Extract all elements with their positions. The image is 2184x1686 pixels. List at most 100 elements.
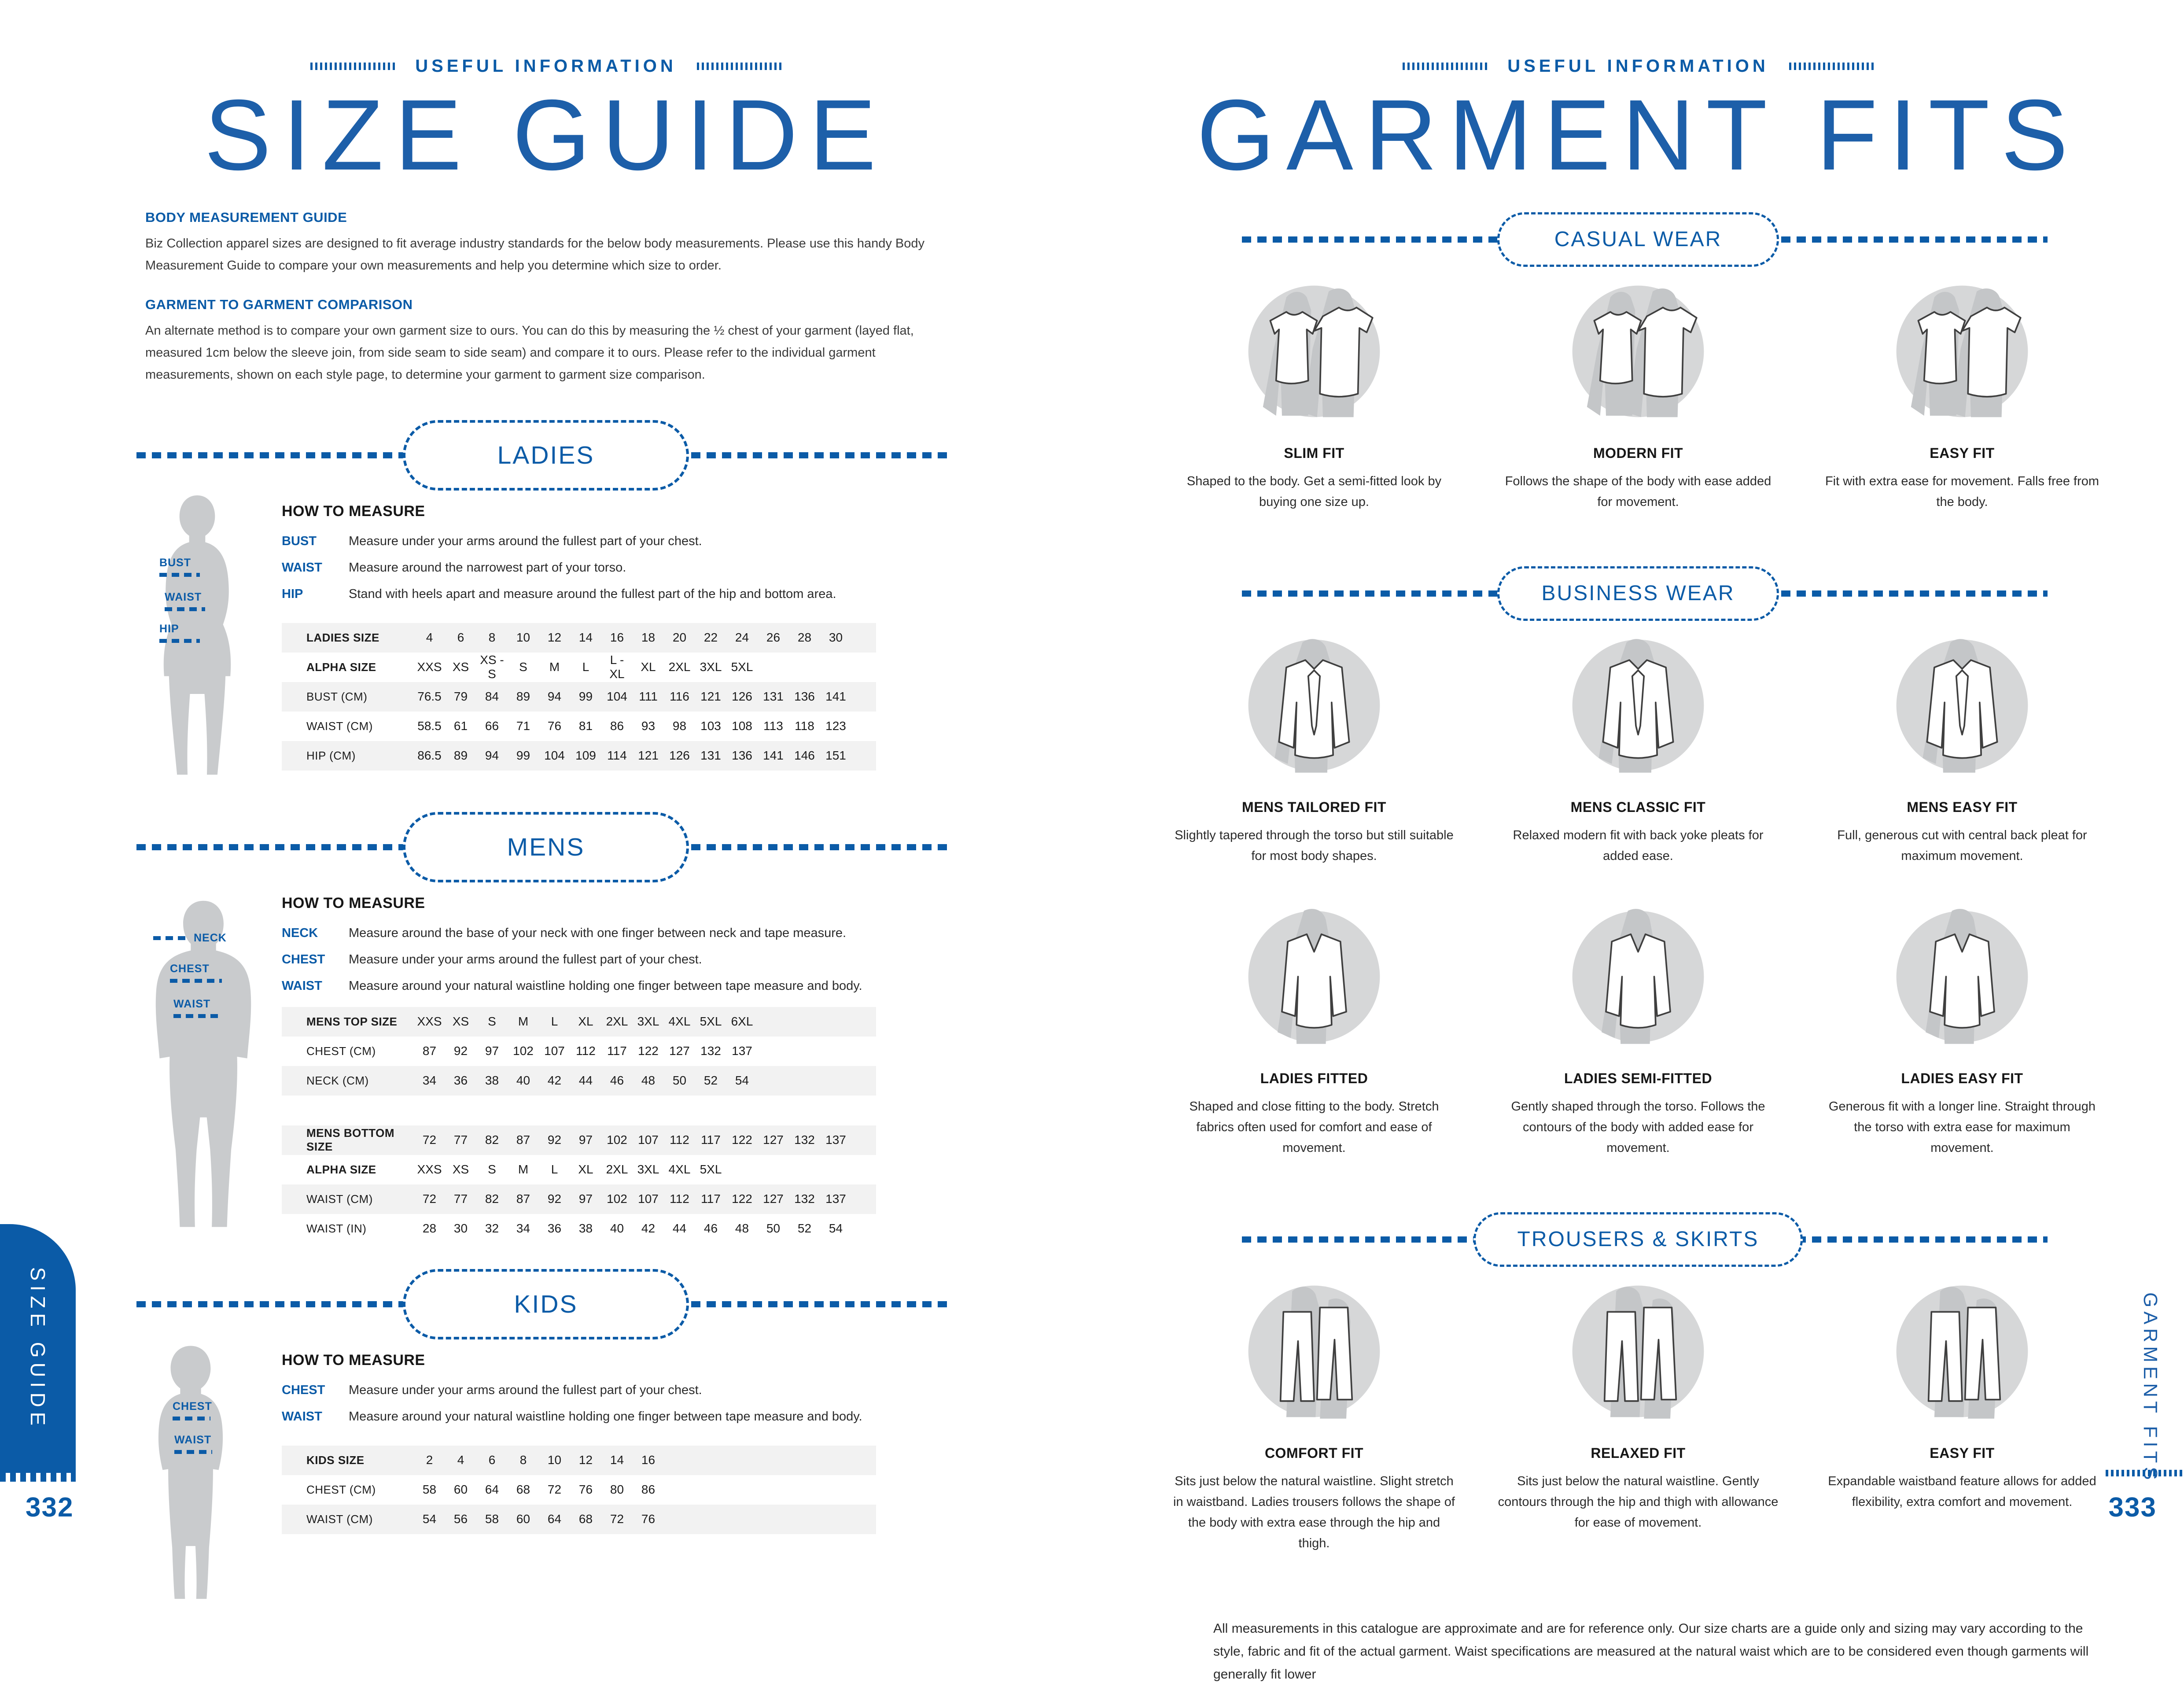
table-cell: 94 (547, 690, 562, 704)
row-label: BUST (CM) (306, 690, 368, 703)
table-cell: 112 (670, 1192, 689, 1206)
table-cell: 86 (610, 719, 624, 733)
kids-badge-row: KIDS (0, 1269, 1092, 1339)
how-to-measure-heading: HOW TO MEASURE (282, 502, 425, 520)
table-cell: 116 (670, 690, 689, 704)
ladies-badge-row: LADIES (0, 420, 1092, 491)
table-cell: 87 (422, 1044, 437, 1058)
mens-content: HOW TO MEASURE NECK Measure around the ba… (282, 882, 962, 1248)
page-number: 332 (26, 1492, 74, 1523)
table-cell: 86.5 (417, 749, 442, 763)
table-cell: 10 (547, 1453, 562, 1467)
eyebrow-label: USEFUL INFORMATION (415, 56, 677, 76)
table-cell: 94 (485, 749, 499, 763)
table-cell: 137 (825, 1192, 846, 1206)
table-cell: 54 (735, 1074, 749, 1088)
fit-description: Generous fit with a longer line. Straigh… (1828, 1099, 2096, 1155)
table-cell: 117 (701, 1133, 721, 1147)
table-cell: 50 (766, 1221, 781, 1236)
table-cell: 122 (638, 1044, 659, 1058)
fit-name: COMFORT FIT (1264, 1445, 1364, 1461)
table-cell: 93 (641, 719, 656, 733)
table-cell: 4XL (668, 1162, 691, 1177)
table-cell: 52 (797, 1221, 812, 1236)
figure-label-waist: WAIST (173, 998, 219, 1018)
table-cell: 97 (485, 1044, 499, 1058)
table-cell: XS (452, 1015, 469, 1029)
table-cell: 102 (607, 1192, 627, 1206)
dashed-line (159, 638, 200, 643)
table-cell: 48 (641, 1074, 656, 1088)
table-row: WAIST (CM) 72 77 82 87 92 97 102 107 112 117 122 127… (282, 1184, 876, 1214)
table-cell: 2 (426, 1453, 433, 1467)
table-row: NECK (CM) 34 36 38 40 42 44 46 48 50 52 54 (282, 1066, 876, 1096)
measure-label: CHEST (282, 1383, 325, 1397)
table-cell: 68 (578, 1512, 593, 1526)
table-cell: 72 (422, 1133, 437, 1147)
measure-row: WAIST Measure around your natural waistli… (282, 1407, 962, 1426)
table-cell: 64 (547, 1512, 562, 1526)
fit-card: EASY FIT Expandable waistband feature all… (1800, 1278, 2124, 1554)
fit-group-badge-row: TROUSERS & SKIRTS (1092, 1212, 2184, 1267)
fit-card: LADIES EASY FIT Generous fit with a longe… (1800, 904, 2124, 1158)
table-row: ALPHA SIZE XXS XS S M L XL 2XL 3XL 4XL 5XL (282, 1155, 876, 1184)
dash-decoration-icon (696, 63, 781, 70)
table-cell: 18 (641, 631, 656, 645)
garment-comparison-text: An alternate method is to compare your o… (145, 323, 914, 382)
table-cell: 107 (638, 1192, 659, 1206)
row-label: WAIST (CM) (306, 1512, 373, 1526)
row-label: MENS TOP SIZE (306, 1015, 398, 1028)
table-cell: 5XL (700, 1162, 722, 1177)
table-cell: 98 (672, 719, 687, 733)
figure-label-neck: NECK (153, 932, 227, 944)
table-cell: 136 (732, 749, 752, 763)
fit-description: Expandable waistband feature allows for … (1828, 1474, 2096, 1509)
table-cell: 132 (794, 1133, 815, 1147)
table-cell: 42 (641, 1221, 656, 1236)
table-cell: 2XL (606, 1015, 628, 1029)
body-measurement-text: Biz Collection apparel sizes are designe… (145, 236, 924, 273)
table-cell: 3XL (700, 660, 722, 674)
table-cell: S (519, 660, 527, 674)
dashed-line (170, 978, 222, 983)
measure-text: Measure around your natural waistline ho… (349, 978, 862, 993)
kids-figure: CHEST WAIST (132, 1339, 282, 1604)
table-cell: 76 (641, 1512, 656, 1526)
table-row: BUST (CM) 76.5 79 84 89 94 99 104 111 116 121 126 13… (282, 682, 876, 712)
ladies-section: BUST WAIST HIP HOW TO MEASURE BUST Measur… (132, 491, 962, 781)
table-cell: 87 (516, 1133, 530, 1147)
table-cell: 76 (547, 719, 562, 733)
table-cell: 97 (578, 1192, 593, 1206)
table-cell: 48 (735, 1221, 749, 1236)
fit-card: COMFORT FIT Sits just below the natural w… (1152, 1278, 1476, 1554)
measure-row: WAIST Measure around the narrowest part o… (282, 558, 962, 577)
table-cell: 82 (485, 1192, 499, 1206)
measure-text: Measure under your arms around the fulle… (349, 1383, 702, 1397)
table-row: LADIES SIZE 4 6 8 10 12 14 16 18 20 22 24 26 28 30 (282, 623, 876, 653)
table-cell: 123 (825, 719, 846, 733)
ladies-content: HOW TO MEASURE BUST Measure under your ar… (282, 491, 962, 781)
eyebrow-row: USEFUL INFORMATION (0, 56, 1092, 76)
table-cell: 118 (795, 719, 814, 733)
table-cell: 121 (638, 749, 659, 763)
fit-name: RELAXED FIT (1591, 1445, 1686, 1461)
table-cell: 58 (485, 1512, 499, 1526)
table-cell: 137 (825, 1133, 846, 1147)
fit-description: Relaxed modern fit with back yoke pleats… (1513, 828, 1764, 863)
table-cell: 8 (488, 631, 496, 645)
measure-label: WAIST (282, 978, 322, 993)
fit-card: MENS TAILORED FIT Slightly tapered throug… (1152, 632, 1476, 867)
measure-text: Measure around the base of your neck wit… (349, 926, 847, 940)
measure-row: NECK Measure around the base of your neck… (282, 923, 962, 943)
table-cell: 58 (422, 1483, 437, 1497)
mens-badge: MENS (403, 812, 689, 882)
table-cell: 30 (829, 631, 843, 645)
table-cell: L (551, 1015, 558, 1029)
table-cell: 77 (453, 1133, 468, 1147)
table-cell: XL (578, 1015, 593, 1029)
table-cell: 79 (453, 690, 468, 704)
table-cell: 61 (453, 719, 468, 733)
table-cell: 44 (672, 1221, 687, 1236)
table-cell: 4 (457, 1453, 464, 1467)
table-cell: 132 (700, 1044, 721, 1058)
